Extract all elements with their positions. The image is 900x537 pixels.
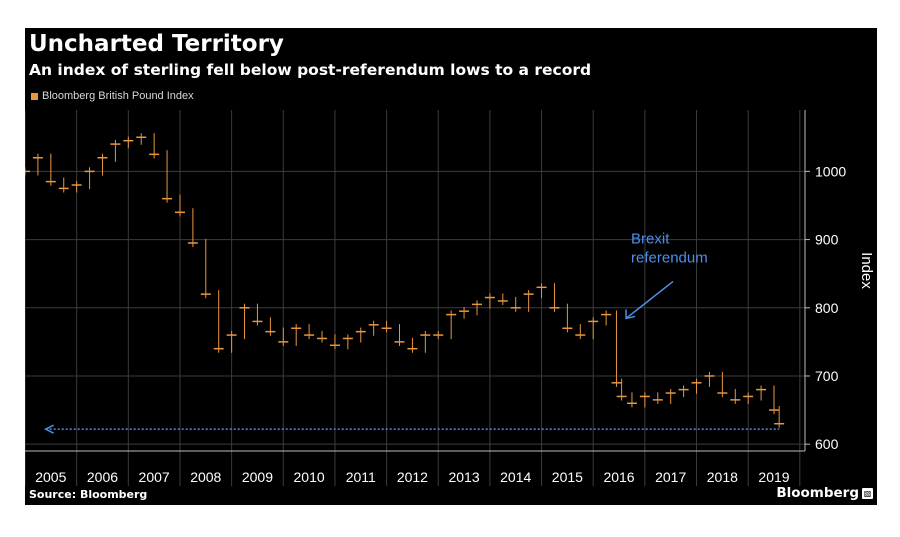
annotation-arrowhead xyxy=(625,309,636,320)
legend: Bloomberg British Pound Index xyxy=(31,90,194,102)
annotation-arrow-line xyxy=(625,280,674,320)
x-tick-label: 2015 xyxy=(552,469,583,485)
x-tick-label: 2006 xyxy=(87,469,118,485)
x-tick-label: 2014 xyxy=(500,469,531,485)
x-tick-label: 2012 xyxy=(397,469,428,485)
legend-label: Bloomberg British Pound Index xyxy=(42,90,194,102)
x-tick-label: 2018 xyxy=(707,469,738,485)
x-tick-label: 2009 xyxy=(242,469,273,485)
x-tick-label: 2016 xyxy=(603,469,634,485)
brand-logo: Bloomberg ▧ xyxy=(776,485,873,501)
x-tick-label: 2019 xyxy=(758,469,789,485)
y-tick-label: 900 xyxy=(815,232,839,248)
chart-title: Uncharted Territory xyxy=(29,31,284,57)
y-tick-label: 800 xyxy=(815,300,839,316)
x-tick-label: 2017 xyxy=(655,469,686,485)
x-tick-label: 2010 xyxy=(294,469,325,485)
chart-svg: 600 700 800 900 1000 Index 2005 2006 2007 2008 200… xyxy=(25,110,875,486)
x-tick-label: 2005 xyxy=(35,469,66,485)
chart-subtitle: An index of sterling fell below post-ref… xyxy=(29,61,592,79)
x-tick-label: 2007 xyxy=(139,469,170,485)
annotation-label: referendum xyxy=(631,249,708,266)
legend-swatch xyxy=(31,92,38,100)
x-tick-label: 2013 xyxy=(448,469,479,485)
annotation-label: Brexit xyxy=(631,230,670,247)
y-axis-title: Index xyxy=(858,252,875,289)
y-tick-label: 700 xyxy=(815,368,839,384)
x-tick-label: 2011 xyxy=(346,469,376,485)
y-tick-label: 600 xyxy=(815,436,839,452)
x-tick-label: 2008 xyxy=(190,469,221,485)
bloomberg-icon: ▧ xyxy=(862,487,873,499)
brand-name: Bloomberg xyxy=(776,485,859,501)
chart-card: Uncharted Territory An index of sterling… xyxy=(25,28,877,505)
record-low-arrowhead xyxy=(43,424,54,434)
y-tick-label: 1000 xyxy=(815,163,846,179)
source-label: Source: Bloomberg xyxy=(29,488,148,501)
